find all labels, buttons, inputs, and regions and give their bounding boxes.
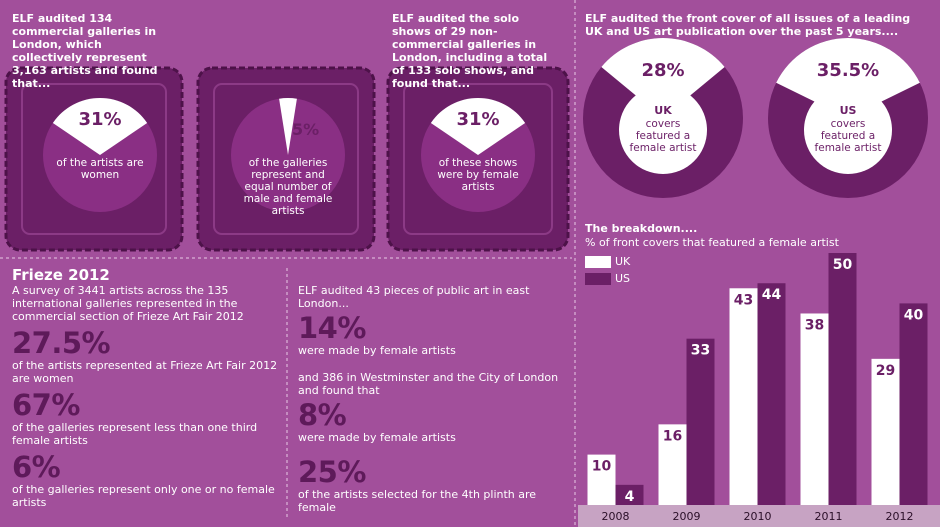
- pie-slice: [430, 97, 526, 155]
- bar: [658, 424, 687, 505]
- bar: [899, 303, 928, 505]
- donut-value-label: 28%: [641, 60, 684, 81]
- stat-figure: 67%: [12, 388, 80, 422]
- pie-value-label: 31%: [78, 109, 121, 130]
- bar: [800, 313, 829, 505]
- bar-value-label: 33: [691, 343, 710, 359]
- bar-value-label: 38: [805, 317, 824, 333]
- pie-value-label: 31%: [456, 109, 499, 130]
- bar: [615, 484, 644, 505]
- chart-subtitle: % of front covers that featured a female…: [585, 236, 839, 249]
- x-tick-label: 2010: [744, 510, 772, 523]
- donut-label: US: [839, 104, 857, 117]
- pie-caption: of the artists are women: [56, 157, 144, 181]
- section-title: Frieze 2012: [12, 266, 110, 284]
- stat-figure: 27.5%: [12, 326, 111, 360]
- stat-figure: 25%: [298, 455, 366, 489]
- pie-value-label: 5%: [292, 120, 319, 139]
- stat-text: of the artists represented at Frieze Art…: [12, 359, 278, 385]
- donut-caption: covers featured a female artist: [814, 118, 882, 154]
- pie-slice: [279, 98, 297, 155]
- stat-text: of the galleries represent only one or n…: [12, 483, 275, 509]
- stat-figure: 6%: [12, 450, 61, 484]
- frieze-section: Frieze 2012 A survey of 3441 artists acr…: [12, 266, 287, 509]
- bar: [686, 338, 715, 505]
- bar-value-label: 50: [833, 257, 853, 273]
- x-tick-label: 2012: [886, 510, 914, 523]
- pie-slice: [52, 98, 148, 155]
- bar: [828, 253, 857, 505]
- intro-text: ELF audited 134 commercial galleries in …: [12, 12, 158, 90]
- donut-caption: covers featured a female artist: [629, 118, 697, 154]
- frame-inner: [21, 83, 167, 235]
- section-intro: A survey of 3441 artists across the 135 …: [12, 284, 244, 323]
- x-tick-label: 2011: [815, 510, 843, 523]
- x-tick-label: 2008: [602, 510, 630, 523]
- bar-value-label: 40: [904, 307, 924, 323]
- donut-hole: [619, 86, 707, 174]
- legend-swatch: [585, 273, 611, 285]
- bar-value-label: 29: [876, 363, 895, 379]
- public-art-section: ELF audited 43 pieces of public art in e…: [298, 284, 566, 514]
- x-tick-label: 2009: [673, 510, 701, 523]
- donut-label: UK: [654, 104, 672, 117]
- donut-value-label: 35.5%: [817, 60, 879, 81]
- bar: [587, 454, 616, 505]
- stat-figure: 8%: [298, 398, 347, 432]
- donut-slice: [776, 37, 920, 118]
- chart-title: The breakdown....: [585, 222, 698, 235]
- chart-floor: [578, 505, 940, 527]
- intro-text: ELF audited the front cover of all issue…: [585, 12, 911, 38]
- stat-text: of the galleries represent less than one…: [12, 421, 258, 447]
- legend-swatch: [585, 256, 611, 268]
- section-intro: ELF audited 43 pieces of public art in e…: [298, 284, 530, 310]
- legend-label: US: [615, 272, 630, 285]
- stat-figure: 14%: [298, 311, 366, 345]
- pie-caption: of these shows were by female artists: [437, 157, 519, 193]
- bar-value-label: 4: [625, 489, 635, 505]
- bar-value-label: 44: [762, 287, 782, 303]
- frame-inner: [213, 83, 359, 235]
- bar: [757, 283, 786, 505]
- stat-text: of the artists selected for the 4th plin…: [298, 488, 537, 514]
- pie-caption: of the galleries represent and equal num…: [243, 157, 333, 217]
- bar: [871, 358, 900, 505]
- bar-value-label: 10: [592, 459, 612, 475]
- stat-text: were made by female artists: [298, 344, 456, 357]
- bar: [729, 288, 758, 505]
- bar-value-label: 43: [734, 292, 753, 308]
- frame-inner: [403, 83, 553, 235]
- stat-text: were made by female artists: [298, 431, 456, 444]
- donut-slice: [601, 38, 725, 118]
- intro-text: ELF audited the solo shows of 29 non-com…: [392, 12, 548, 90]
- donut-hole: [804, 86, 892, 174]
- bar-value-label: 16: [663, 428, 682, 444]
- stat-intro: and 386 in Westminster and the City of L…: [298, 371, 559, 397]
- legend-label: UK: [615, 255, 631, 268]
